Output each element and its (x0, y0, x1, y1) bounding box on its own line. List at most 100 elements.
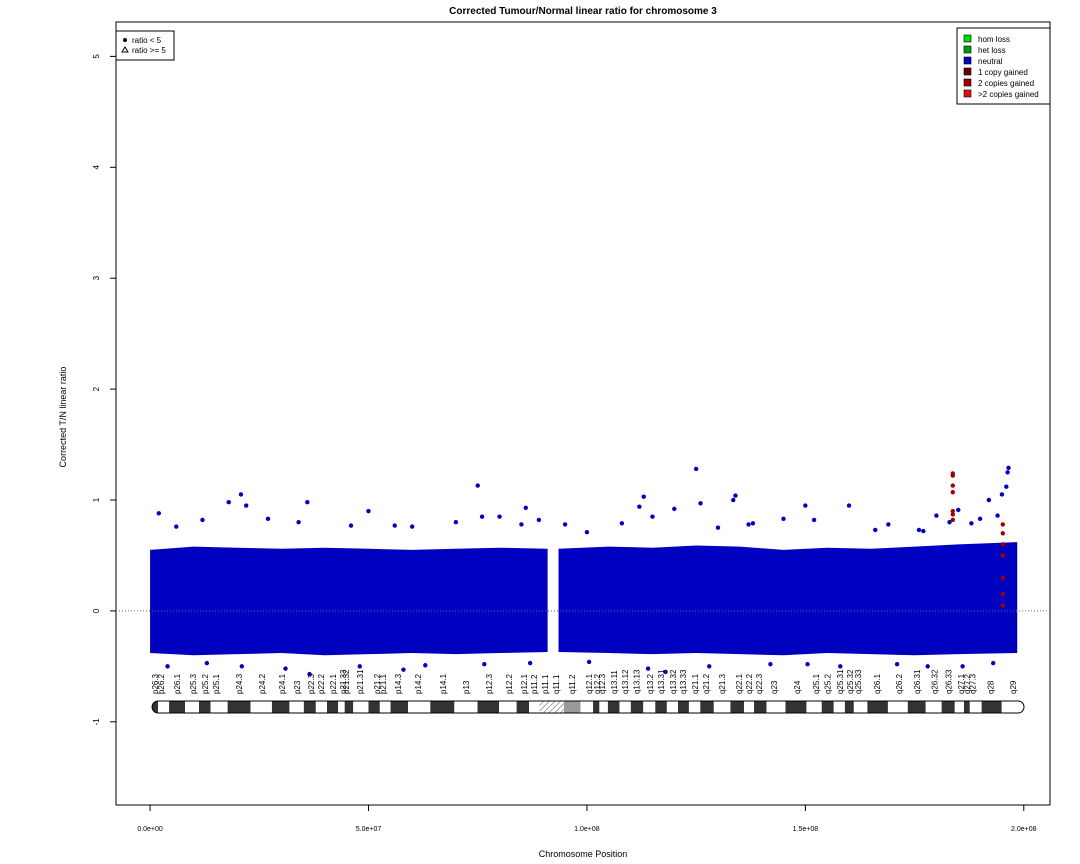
point (1000, 531, 1006, 536)
cytoband (954, 701, 964, 713)
point (977, 516, 983, 522)
cytoband-label: p14.1 (439, 673, 448, 694)
cytoband-label: p25.3 (189, 673, 198, 694)
cytoband-label: p21.31 (356, 669, 365, 694)
cytoband (368, 701, 380, 713)
cytoband-label: q22.2 (745, 673, 754, 694)
point (925, 664, 930, 669)
point (453, 519, 459, 525)
point (619, 521, 625, 526)
legend-marker (121, 46, 129, 53)
cytoband (563, 701, 581, 713)
cytoband-label: q24 (793, 680, 802, 694)
point (641, 494, 646, 499)
cytoband (338, 701, 345, 713)
point (1006, 465, 1011, 471)
cytoband (289, 701, 304, 713)
cytoband (743, 701, 755, 713)
cytoband (599, 701, 608, 713)
y-tick-label: 4 (92, 165, 101, 170)
legend-swatch (963, 45, 972, 54)
cytoband-label: p25.1 (212, 673, 221, 694)
cytoband-label: p21.33 (339, 669, 348, 694)
cytoband-label: p21.32 (342, 669, 351, 694)
cytoband (408, 701, 431, 713)
cytoband (327, 701, 339, 713)
cytoband (907, 701, 926, 713)
x-axis-label: Chromosome Position (539, 849, 628, 859)
cytoband-label: q25.2 (824, 673, 833, 694)
point (265, 516, 271, 522)
cytoband (580, 701, 594, 713)
point (1000, 603, 1006, 608)
cytoband-label: q29 (1009, 680, 1018, 694)
y-tick-label: 1 (92, 497, 101, 502)
point (960, 664, 965, 669)
cytoband-label: q13.12 (621, 669, 630, 694)
cytoband-label: p13 (462, 680, 471, 694)
cytoband (643, 701, 656, 713)
cytoband-label: q26.1 (873, 673, 882, 694)
ideogram (152, 701, 1025, 713)
x-tick-label: 0.0e+00 (137, 826, 163, 833)
cytoband (152, 701, 159, 713)
cytoband-label: p23 (293, 680, 302, 694)
point (238, 492, 244, 497)
cytoband (454, 701, 478, 713)
point (226, 500, 231, 505)
cytoband-label: q13.32 (669, 669, 678, 694)
point (995, 513, 1000, 518)
cytoband-label: p22.2 (317, 673, 326, 694)
point (156, 511, 162, 516)
cytoband-label: q13.2 (646, 673, 655, 694)
cytoband-label: p14.3 (394, 673, 403, 694)
point (1005, 470, 1010, 475)
x-tick-label: 1.5e+08 (793, 826, 819, 833)
cytoband (941, 701, 955, 713)
point (731, 497, 736, 503)
plot-frame (115, 21, 1051, 806)
cytoband (785, 701, 807, 713)
point (645, 666, 651, 671)
legend-label: >2 copies gained (978, 90, 1039, 99)
cytoband-label: p12.3 (485, 673, 494, 694)
point (475, 483, 480, 488)
legend-label: 1 copy gained (978, 68, 1028, 77)
cytoband (619, 701, 631, 713)
point (307, 671, 312, 677)
point (768, 661, 773, 667)
cytoband-label: p26.1 (173, 673, 182, 694)
point (991, 660, 996, 666)
cytoband-label: p22.1 (329, 673, 338, 694)
legend-label: ratio < 5 (132, 36, 162, 45)
point (296, 519, 301, 525)
point (497, 514, 502, 519)
x-tick-label: 5.0e+07 (356, 826, 382, 833)
cytoband (766, 701, 786, 713)
cytoband (678, 701, 689, 713)
cytoband-label: q27.2 (963, 673, 972, 694)
cytoband (499, 701, 517, 713)
point (650, 514, 655, 519)
legend-swatch (963, 34, 972, 43)
cytoband-label: q21.3 (718, 673, 727, 694)
cytoband (271, 701, 290, 713)
point (846, 503, 852, 508)
cytoband-label: q21.1 (691, 673, 700, 694)
cytoband-label: q13.31 (657, 669, 666, 694)
cytoband (607, 701, 620, 713)
point (950, 508, 955, 514)
cytoband (315, 701, 328, 713)
cytoband-label: q22.1 (735, 673, 744, 694)
cytoband (833, 701, 845, 713)
point (200, 517, 205, 523)
point (392, 523, 397, 528)
cytoband-label: q12.2 (593, 673, 602, 694)
point (243, 503, 249, 508)
cytoband-label: p22.3 (307, 673, 316, 694)
cytoband (477, 701, 500, 713)
legend-swatch (963, 78, 972, 87)
point (519, 522, 524, 527)
point (1004, 484, 1009, 489)
